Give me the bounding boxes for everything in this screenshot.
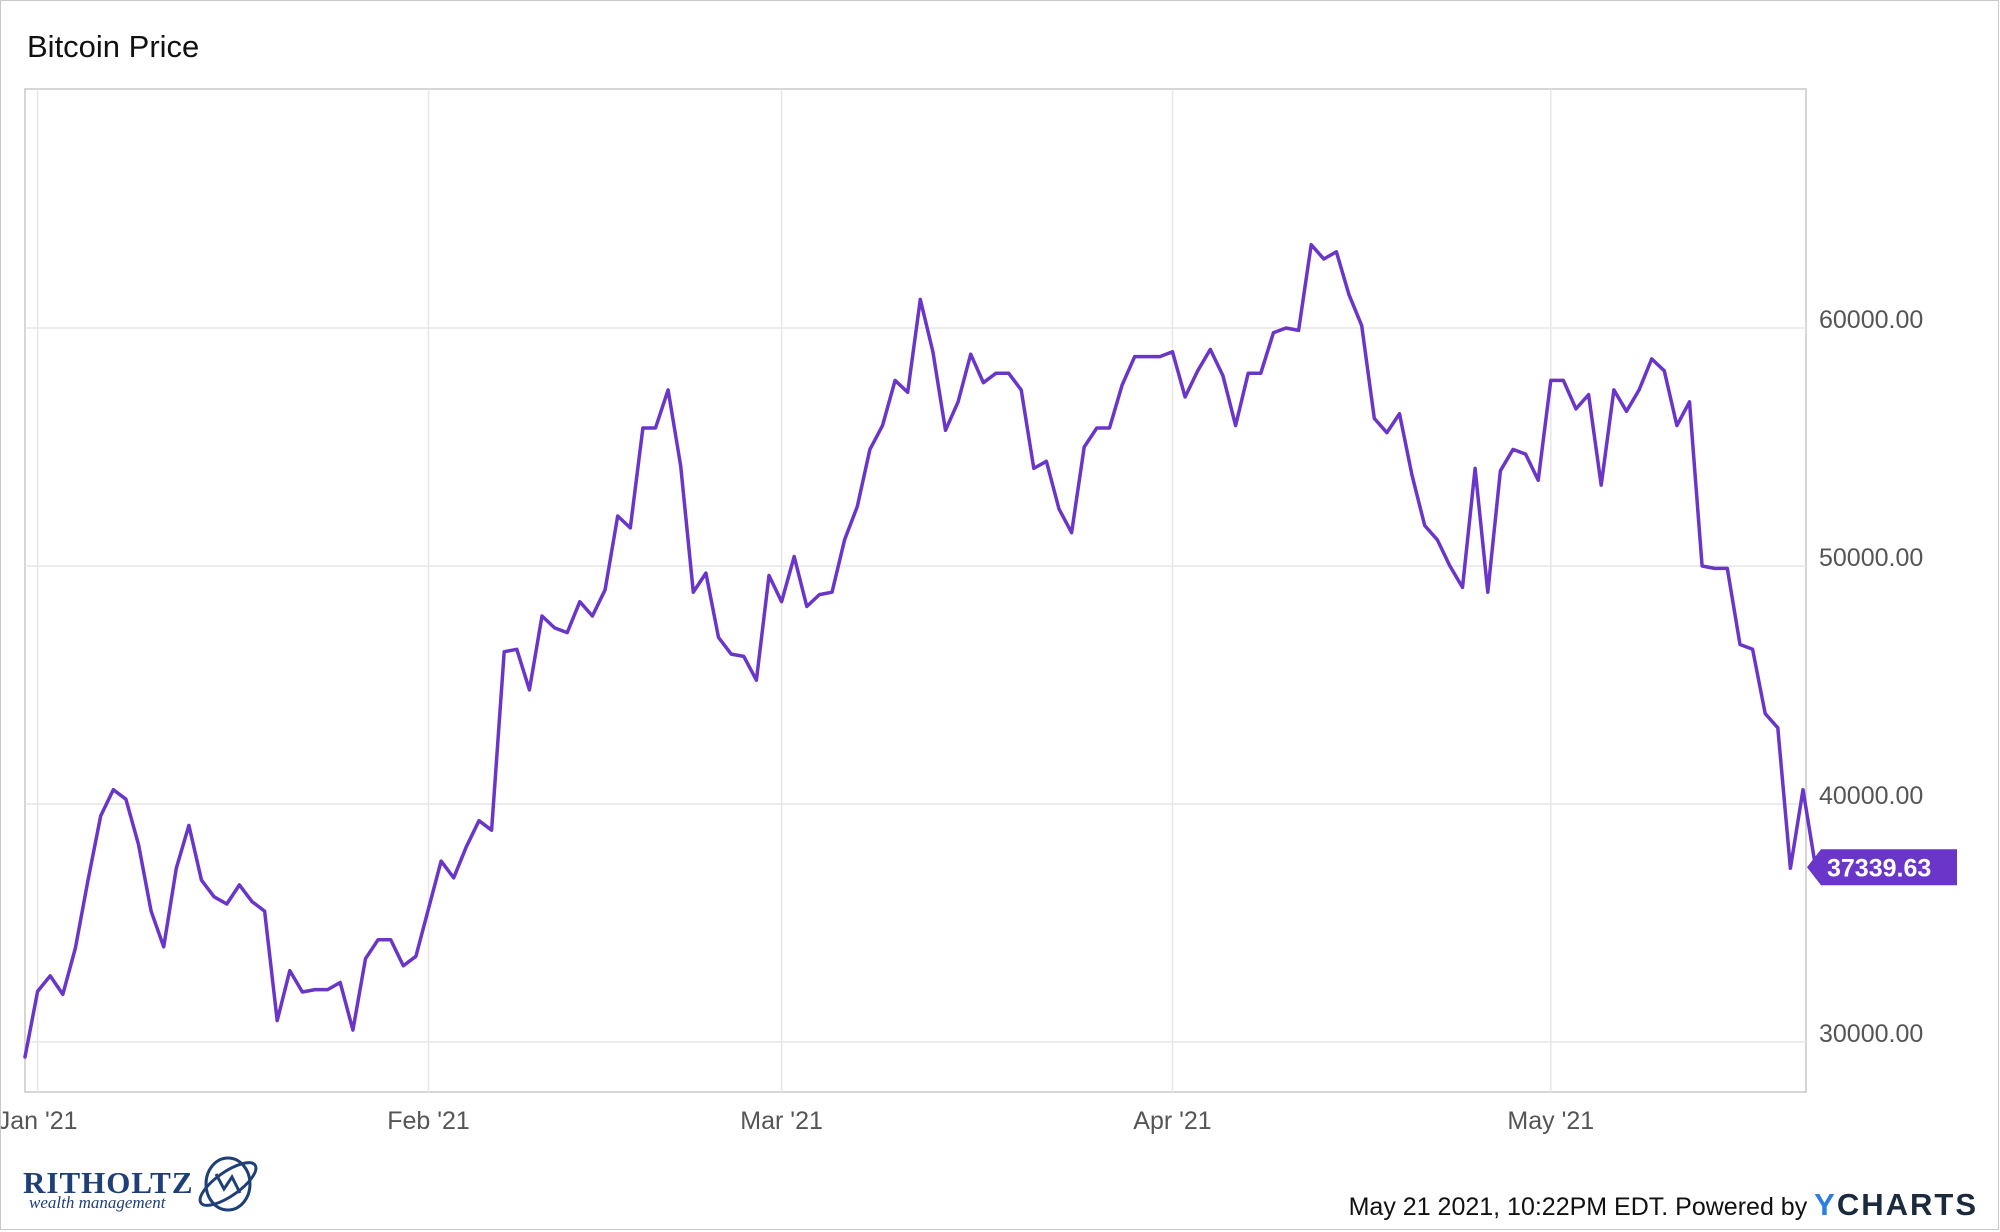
x-tick-label: Jan '21 [1,1107,78,1135]
x-tick-label: Apr '21 [1133,1107,1211,1135]
x-tick-label: May '21 [1507,1107,1594,1135]
credit-text: May 21 2021, 10:22PM EDT. Powered by [1348,1193,1815,1221]
ycharts-logo-y: Y [1814,1187,1837,1222]
ycharts-logo[interactable]: YCHARTS [1814,1187,1978,1222]
footer-credit: May 21 2021, 10:22PM EDT. Powered by YCH… [1349,1187,1978,1223]
y-axis: 30000.00 40000.00 50000.00 60000.00 [1819,306,1923,1048]
ritholtz-logo: RITHOLTZ wealth management [23,1149,258,1219]
grid-lines [25,89,1806,1092]
x-tick-label: Mar '21 [740,1107,823,1135]
x-tick-label: Feb '21 [387,1107,470,1135]
last-value-badge: 37339.63 [1807,849,1957,886]
chart-title: Bitcoin Price [27,29,200,64]
logo-wordmark: RITHOLTZ [23,1165,194,1200]
plot-area-frame [24,88,1807,1093]
bitcoin-price-line [23,242,1818,1059]
ycharts-logo-rest: CHARTS [1836,1187,1978,1222]
last-value-badge-shape [1807,849,1957,886]
x-axis: Jan '21 Feb '21 Mar '21 Apr '21 May '21 [1,1107,1594,1135]
y-tick-label: 50000.00 [1819,544,1923,572]
y-tick-label: 40000.00 [1819,782,1923,810]
logo-tagline: wealth management [29,1193,166,1212]
y-tick-label: 60000.00 [1819,306,1923,334]
globe-emblem-icon [198,1156,258,1212]
y-tick-label: 30000.00 [1819,1020,1923,1048]
last-value-label: 37339.63 [1827,854,1931,882]
